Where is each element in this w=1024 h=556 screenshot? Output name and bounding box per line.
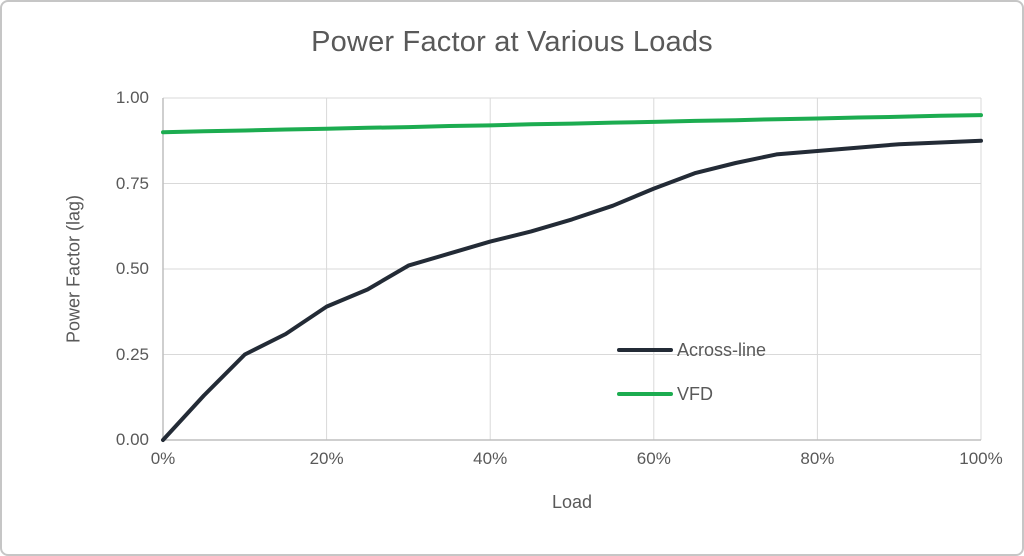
- across-line-series-swatch: [617, 348, 673, 352]
- series-line-across-line: [161, 138, 983, 442]
- x-tick-label: 100%: [959, 449, 1003, 468]
- x-tick-label: 80%: [800, 449, 835, 468]
- legend: Across-line VFD: [617, 338, 766, 406]
- x-axis-title: Load: [551, 492, 593, 512]
- y-tick-label: 0.00: [115, 430, 149, 449]
- y-tick-label: 0.50: [115, 259, 149, 278]
- y-tick-label: 0.25: [115, 344, 149, 364]
- legend-label-vfd: VFD: [677, 383, 713, 404]
- chart-title: Power Factor at Various Loads: [311, 26, 713, 58]
- vfd-series-swatch: [617, 392, 673, 396]
- series-line-vfd: [161, 113, 983, 135]
- x-tick-label: 60%: [636, 449, 671, 468]
- x-tick-label: 20%: [309, 449, 344, 468]
- legend-item-across-line: Across-line: [617, 338, 766, 362]
- x-tick-label: 0%: [150, 449, 176, 468]
- y-tick-label: 0.75: [115, 173, 149, 193]
- x-tick-label: 40%: [473, 449, 508, 468]
- legend-label-across-line: Across-line: [677, 339, 767, 360]
- legend-item-vfd: VFD: [617, 382, 766, 406]
- y-tick-label: 1.00: [115, 88, 149, 107]
- y-axis-title: Power Factor (lag): [63, 194, 84, 344]
